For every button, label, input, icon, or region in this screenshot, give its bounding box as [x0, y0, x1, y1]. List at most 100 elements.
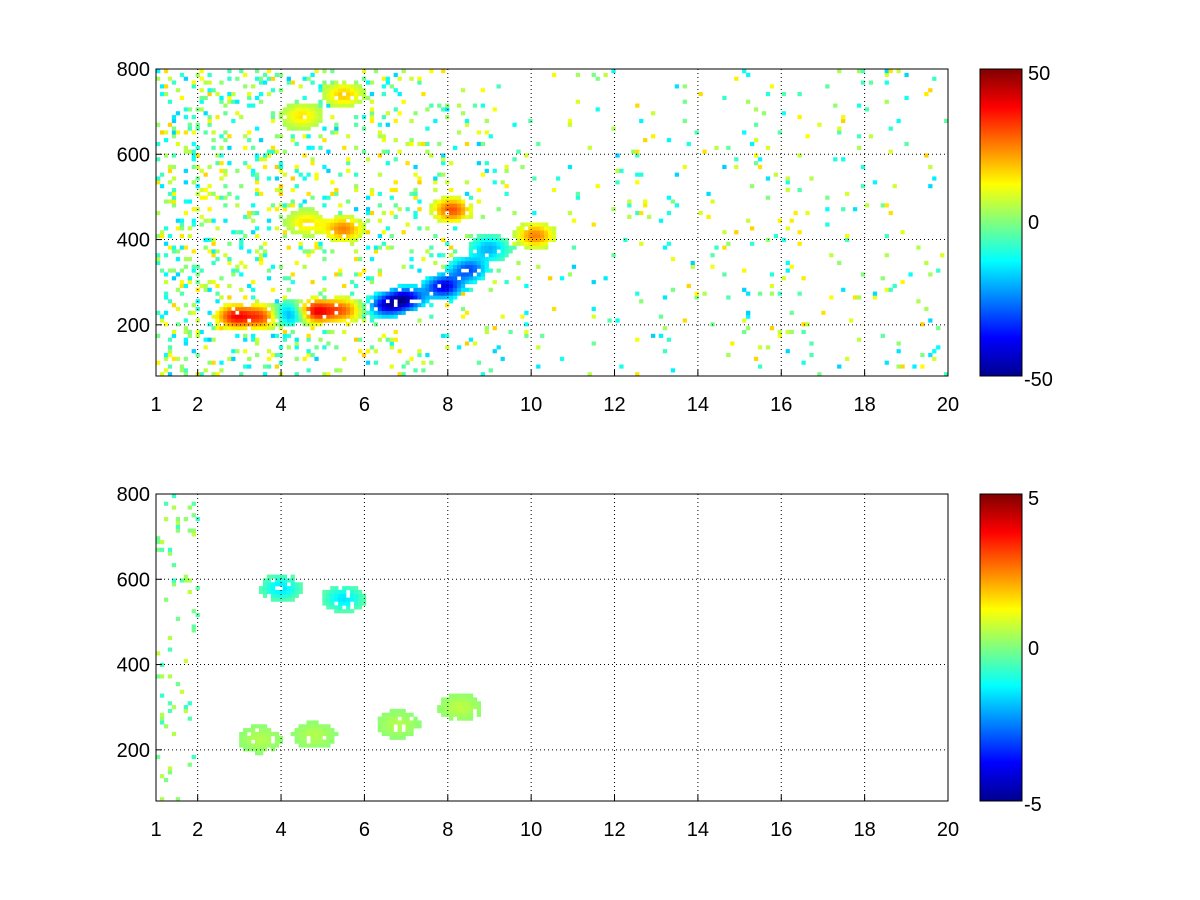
heatmap-cell — [290, 574, 295, 579]
heatmap-cell — [417, 199, 422, 204]
heatmap-cell — [203, 287, 208, 292]
heatmap-cell — [484, 237, 489, 242]
heatmap-cell — [286, 126, 291, 131]
heatmap-cell — [888, 149, 893, 154]
heatmap-cell — [904, 72, 909, 77]
heatmap-cell — [377, 172, 383, 177]
heatmap-cell — [330, 234, 335, 239]
heatmap-cell — [211, 88, 216, 93]
heatmap-cell — [920, 364, 925, 369]
heatmap-cell — [282, 234, 287, 239]
heatmap-cell — [171, 578, 177, 583]
heatmap-cell — [639, 210, 644, 216]
heatmap-cell — [401, 283, 406, 289]
heatmap-cell — [211, 360, 216, 365]
heatmap-cell — [258, 314, 264, 319]
heatmap-cell — [207, 249, 212, 254]
heatmap-cell — [381, 310, 386, 315]
heatmap-cell — [282, 329, 287, 335]
heatmap-cell — [282, 337, 287, 342]
heatmap-cell — [262, 318, 268, 323]
heatmap-cell — [528, 226, 533, 231]
heatmap-cell — [282, 222, 287, 227]
heatmap-cell — [270, 593, 276, 598]
heatmap-cell — [413, 191, 418, 196]
heatmap-cell — [294, 299, 299, 304]
heatmap-cell — [817, 122, 822, 127]
heatmap-cell — [500, 180, 505, 185]
heatmap-cell — [306, 337, 311, 342]
heatmap-cell — [441, 161, 446, 166]
heatmap-cell — [159, 693, 165, 698]
heatmap-cell — [385, 161, 390, 166]
heatmap-cell — [571, 245, 577, 250]
heatmap-cell — [258, 739, 264, 744]
heatmap-cell — [322, 164, 327, 170]
heatmap-cell — [195, 329, 200, 335]
heatmap-cell — [516, 149, 521, 154]
heatmap-cell — [361, 268, 367, 273]
heatmap-cell — [207, 72, 212, 77]
heatmap-cell — [460, 287, 466, 292]
heatmap-cell — [567, 164, 573, 170]
heatmap-cell — [860, 164, 866, 170]
heatmap-cell — [833, 157, 838, 162]
heatmap-cell — [413, 303, 418, 308]
heatmap-cell — [781, 111, 786, 116]
heatmap-cell — [405, 306, 410, 312]
heatmap-cell — [207, 164, 212, 170]
heatmap-cell — [880, 333, 885, 338]
heatmap-cell — [334, 187, 339, 193]
heatmap-cell — [294, 593, 299, 598]
heatmap-cell — [262, 728, 268, 733]
x-tick-label: 8 — [442, 819, 453, 841]
heatmap-cell — [417, 268, 422, 273]
heatmap-cell — [274, 187, 280, 193]
heatmap-cell — [441, 705, 446, 710]
heatmap-cell — [191, 303, 196, 308]
heatmap-cell — [615, 153, 620, 158]
heatmap-cell — [322, 88, 327, 93]
heatmap-cell — [591, 306, 596, 312]
heatmap-cell — [544, 230, 549, 235]
heatmap-cell — [195, 517, 200, 522]
heatmap-cell — [381, 84, 386, 89]
heatmap-cell — [302, 107, 307, 112]
heatmap-cell — [322, 257, 327, 262]
heatmap-cell — [231, 118, 236, 124]
heatmap-cell — [322, 295, 327, 300]
heatmap-cell — [393, 180, 398, 185]
heatmap-cell — [476, 141, 482, 147]
heatmap-cell — [389, 364, 394, 369]
heatmap-cell — [453, 697, 458, 702]
heatmap-cell — [322, 95, 327, 100]
heatmap-cell — [433, 260, 438, 266]
heatmap-cell — [159, 674, 165, 679]
heatmap-cell — [845, 237, 850, 242]
heatmap-cell — [409, 283, 414, 289]
heatmap-cell — [429, 210, 434, 216]
heatmap-cell — [338, 299, 343, 304]
heatmap-cell — [361, 352, 367, 358]
heatmap-cell — [278, 360, 284, 365]
heatmap-cell — [255, 180, 260, 185]
heatmap-cell — [322, 601, 327, 606]
heatmap-cell — [171, 705, 177, 710]
heatmap-cell — [266, 364, 272, 369]
heatmap-cell — [302, 310, 307, 315]
heatmap-cell — [243, 322, 248, 327]
heatmap-cell — [258, 318, 264, 323]
heatmap-cell — [350, 92, 355, 97]
heatmap-cell — [298, 739, 303, 744]
heatmap-cell — [203, 195, 208, 200]
heatmap-cell — [670, 368, 676, 373]
heatmap-cell — [251, 303, 256, 308]
heatmap-cell — [215, 226, 220, 231]
heatmap-cell — [500, 356, 505, 361]
heatmap-cell — [548, 237, 553, 242]
heatmap-cell — [484, 257, 489, 262]
heatmap-cell — [666, 195, 672, 200]
heatmap-cell — [409, 257, 414, 262]
heatmap-cell — [445, 241, 450, 246]
heatmap-cell — [191, 624, 196, 629]
